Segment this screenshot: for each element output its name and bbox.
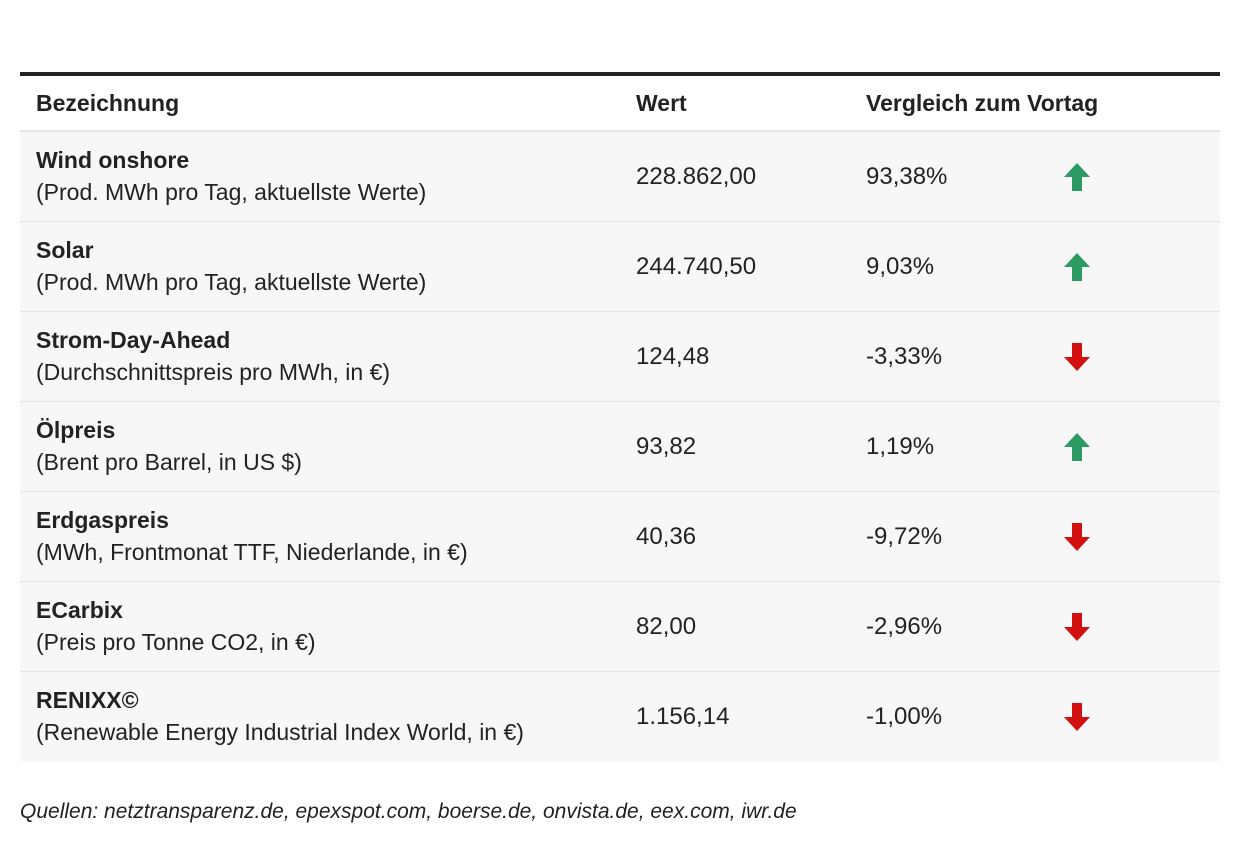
data-table: Bezeichnung Wert Vergleich zum Vortag Wi…	[20, 72, 1220, 762]
table-row: Strom-Day-Ahead (Durchschnittspreis pro …	[20, 312, 1220, 402]
header-vergleich: Vergleich zum Vortag	[866, 89, 1099, 116]
row-change: -1,00%	[866, 703, 943, 730]
row-change: 1,19%	[866, 432, 935, 460]
row-title: ECarbix	[36, 596, 123, 623]
arrow-down-icon	[1062, 522, 1220, 552]
row-subtitle: (Preis pro Tonne CO2, in €)	[36, 628, 316, 655]
arrow-up-icon	[1062, 162, 1220, 192]
row-change: -9,72%	[866, 522, 943, 550]
arrow-down-icon	[1062, 702, 1220, 732]
row-value: 124,48	[636, 342, 710, 370]
arrow-down-icon	[1062, 342, 1220, 372]
row-title: Wind onshore	[36, 146, 190, 173]
table-row: Erdgaspreis (MWh, Frontmonat TTF, Nieder…	[20, 492, 1220, 582]
row-change: -2,96%	[866, 612, 943, 640]
row-subtitle: (Prod. MWh pro Tag, aktuellste Werte)	[36, 178, 427, 205]
arrow-up-icon	[1062, 432, 1220, 462]
table-row: Solar (Prod. MWh pro Tag, aktuellste Wer…	[20, 222, 1220, 312]
row-label: Ölpreis (Brent pro Barrel, in US $)	[20, 415, 636, 479]
row-title: RENIXX©	[36, 687, 139, 713]
header-bezeichnung: Bezeichnung	[36, 89, 180, 116]
row-title: Ölpreis	[36, 416, 116, 443]
row-change: -3,33%	[866, 342, 943, 370]
row-subtitle: (MWh, Frontmonat TTF, Niederlande, in €)	[36, 538, 468, 565]
row-title: Strom-Day-Ahead	[36, 326, 231, 353]
row-subtitle: (Prod. MWh pro Tag, aktuellste Werte)	[36, 268, 427, 295]
row-value: 1.156,14	[636, 703, 730, 730]
row-label: Strom-Day-Ahead (Durchschnittspreis pro …	[20, 325, 636, 389]
row-change: 93,38%	[866, 162, 948, 190]
arrow-down-icon	[1062, 612, 1220, 642]
row-label: Erdgaspreis (MWh, Frontmonat TTF, Nieder…	[20, 505, 636, 569]
row-value: 82,00	[636, 612, 697, 640]
row-subtitle: (Durchschnittspreis pro MWh, in €)	[36, 358, 391, 385]
row-title: Erdgaspreis	[36, 506, 169, 533]
table-header-row: Bezeichnung Wert Vergleich zum Vortag	[20, 76, 1220, 132]
row-subtitle: (Brent pro Barrel, in US $)	[36, 448, 302, 475]
row-value: 40,36	[636, 522, 697, 550]
table-row: Ölpreis (Brent pro Barrel, in US $) 93,8…	[20, 402, 1220, 492]
row-value: 244.740,50	[636, 252, 757, 280]
source-note: Quellen: netztransparenz.de, epexspot.co…	[20, 800, 797, 823]
arrow-up-icon	[1062, 252, 1220, 282]
table-top-rule	[20, 72, 1220, 76]
table-row: ECarbix (Preis pro Tonne CO2, in €) 82,0…	[20, 582, 1220, 672]
row-value: 93,82	[636, 432, 697, 460]
row-label: RENIXX© (Renewable Energy Industrial Ind…	[20, 685, 636, 749]
row-title: Solar	[36, 236, 94, 263]
row-label: ECarbix (Preis pro Tonne CO2, in €)	[20, 595, 636, 659]
header-wert: Wert	[636, 89, 687, 116]
table-row: RENIXX© (Renewable Energy Industrial Ind…	[20, 672, 1220, 762]
row-subtitle: (Renewable Energy Industrial Index World…	[36, 719, 524, 745]
table-row: Wind onshore (Prod. MWh pro Tag, aktuell…	[20, 132, 1220, 222]
row-label: Wind onshore (Prod. MWh pro Tag, aktuell…	[20, 145, 636, 209]
row-change: 9,03%	[866, 252, 935, 280]
row-value: 228.862,00	[636, 162, 757, 190]
row-label: Solar (Prod. MWh pro Tag, aktuellste Wer…	[20, 235, 636, 299]
